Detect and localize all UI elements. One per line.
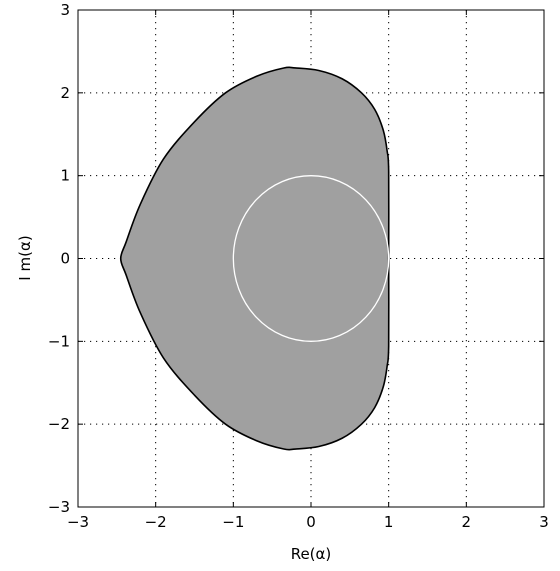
y-tick-label: 1 <box>60 167 70 185</box>
x-tick-label: −2 <box>145 513 167 531</box>
y-tick-label: 0 <box>60 250 70 268</box>
tick-labels: −3 −2 −1 0 1 2 3 −3 −2 −1 0 1 2 3 <box>48 1 549 531</box>
unit-circle <box>232 175 390 342</box>
y-axis-label: I m(α) <box>16 235 34 280</box>
x-tick-label: 0 <box>306 513 316 531</box>
y-tick-label: −1 <box>48 332 70 350</box>
x-tick-label: 2 <box>462 513 472 531</box>
x-tick-label: 1 <box>384 513 394 531</box>
y-tick-label: −2 <box>48 415 70 433</box>
axis-ticks <box>77 9 545 508</box>
y-tick-label: −3 <box>48 498 70 516</box>
x-tick-label: −1 <box>222 513 244 531</box>
stability-region <box>119 66 390 451</box>
x-tick-label: −3 <box>67 513 89 531</box>
y-tick-label: 3 <box>60 1 70 19</box>
x-axis-label: Re(α) <box>291 545 332 563</box>
y-tick-label: 2 <box>60 84 70 102</box>
x-tick-label: 3 <box>539 513 549 531</box>
